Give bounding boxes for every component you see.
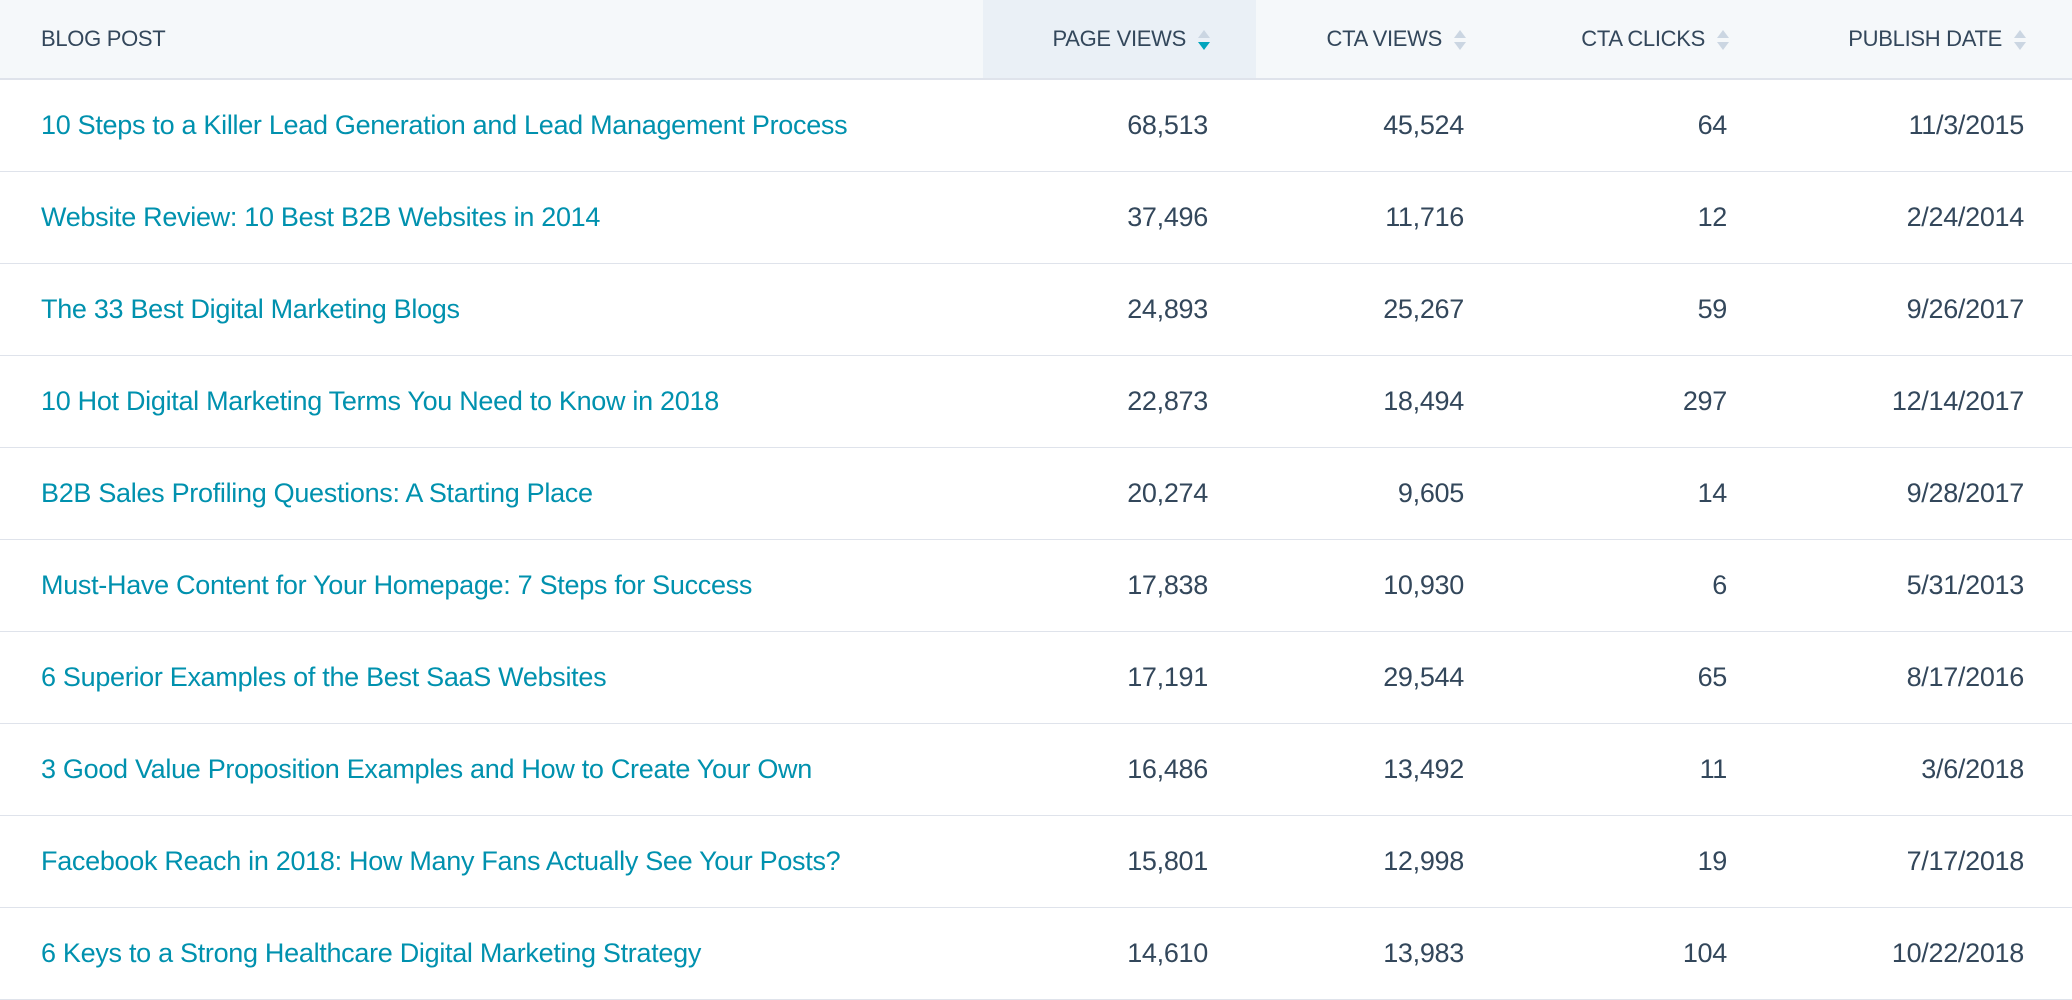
column-header-publish-date[interactable]: PUBLISH DATE: [1775, 0, 2072, 80]
cta-clicks-cell: 65: [1512, 631, 1775, 724]
cta-clicks-cell: 14: [1512, 447, 1775, 540]
blog-post-cell: 10 Hot Digital Marketing Terms You Need …: [0, 355, 983, 448]
cta-views-cell: 9,605: [1256, 447, 1512, 540]
table-row: Facebook Reach in 2018: How Many Fans Ac…: [0, 815, 2072, 908]
sort-ascending-icon: [2014, 29, 2026, 38]
publish-date-cell: 8/17/2016: [1775, 631, 2072, 724]
publish-date-cell: 10/22/2018: [1775, 907, 2072, 1000]
cta-clicks-cell: 12: [1512, 171, 1775, 264]
sort-icon[interactable]: [1454, 29, 1466, 50]
page-views-cell: 14,610: [983, 907, 1256, 1000]
table-row: 6 Superior Examples of the Best SaaS Web…: [0, 631, 2072, 724]
blog-post-cell: Facebook Reach in 2018: How Many Fans Ac…: [0, 815, 983, 908]
page-views-cell: 17,838: [983, 539, 1256, 632]
cta-views-cell: 45,524: [1256, 79, 1512, 172]
publish-date-cell: 2/24/2014: [1775, 171, 2072, 264]
blog-post-link[interactable]: 6 Superior Examples of the Best SaaS Web…: [41, 662, 607, 692]
cta-clicks-cell: 64: [1512, 79, 1775, 172]
page-views-cell: 15,801: [983, 815, 1256, 908]
table-row: Website Review: 10 Best B2B Websites in …: [0, 171, 2072, 264]
cta-views-cell: 13,492: [1256, 723, 1512, 816]
table-row: B2B Sales Profiling Questions: A Startin…: [0, 447, 2072, 540]
blog-post-cell: The 33 Best Digital Marketing Blogs: [0, 263, 983, 356]
column-header-page-views[interactable]: PAGE VIEWS: [983, 0, 1256, 80]
blog-post-cell: Must-Have Content for Your Homepage: 7 S…: [0, 539, 983, 632]
cta-views-cell: 11,716: [1256, 171, 1512, 264]
cta-clicks-cell: 19: [1512, 815, 1775, 908]
blog-post-link[interactable]: The 33 Best Digital Marketing Blogs: [41, 294, 460, 324]
cta-clicks-cell: 6: [1512, 539, 1775, 632]
cta-views-cell: 18,494: [1256, 355, 1512, 448]
page-views-cell: 17,191: [983, 631, 1256, 724]
sort-descending-icon: [1454, 41, 1466, 50]
sort-icon[interactable]: [1198, 29, 1210, 50]
publish-date-cell: 12/14/2017: [1775, 355, 2072, 448]
publish-date-cell: 9/26/2017: [1775, 263, 2072, 356]
table-row: 10 Hot Digital Marketing Terms You Need …: [0, 355, 2072, 448]
header-row: BLOG POST PAGE VIEWS CTA VIEWS CTA CLICK…: [0, 0, 2072, 80]
publish-date-cell: 9/28/2017: [1775, 447, 2072, 540]
blog-post-link[interactable]: 10 Hot Digital Marketing Terms You Need …: [41, 386, 719, 416]
blog-post-cell: 3 Good Value Proposition Examples and Ho…: [0, 723, 983, 816]
blog-post-cell: 6 Keys to a Strong Healthcare Digital Ma…: [0, 907, 983, 1000]
blog-post-link[interactable]: Must-Have Content for Your Homepage: 7 S…: [41, 570, 753, 600]
publish-date-cell: 3/6/2018: [1775, 723, 2072, 816]
page-views-cell: 37,496: [983, 171, 1256, 264]
column-header-blog-post: BLOG POST: [0, 0, 983, 80]
cta-views-cell: 12,998: [1256, 815, 1512, 908]
sort-icon[interactable]: [2014, 29, 2026, 50]
blog-post-cell: 10 Steps to a Killer Lead Generation and…: [0, 79, 983, 172]
sort-descending-icon: [1717, 41, 1729, 50]
page-views-cell: 68,513: [983, 79, 1256, 172]
blog-post-cell: Website Review: 10 Best B2B Websites in …: [0, 171, 983, 264]
column-header-cta-views[interactable]: CTA VIEWS: [1256, 0, 1512, 80]
blog-post-cell: B2B Sales Profiling Questions: A Startin…: [0, 447, 983, 540]
page-views-cell: 24,893: [983, 263, 1256, 356]
cta-clicks-cell: 59: [1512, 263, 1775, 356]
sort-icon[interactable]: [1717, 29, 1729, 50]
cta-views-cell: 29,544: [1256, 631, 1512, 724]
cta-views-cell: 10,930: [1256, 539, 1512, 632]
cta-clicks-cell: 11: [1512, 723, 1775, 816]
sort-ascending-icon: [1198, 29, 1210, 38]
sort-ascending-icon: [1717, 29, 1729, 38]
cta-clicks-cell: 104: [1512, 907, 1775, 1000]
blog-post-link[interactable]: Facebook Reach in 2018: How Many Fans Ac…: [41, 846, 841, 876]
cta-views-cell: 13,983: [1256, 907, 1512, 1000]
blog-post-link[interactable]: 3 Good Value Proposition Examples and Ho…: [41, 754, 812, 784]
column-header-cta-clicks[interactable]: CTA CLICKS: [1512, 0, 1775, 80]
table-row: 3 Good Value Proposition Examples and Ho…: [0, 723, 2072, 816]
sort-descending-icon: [2014, 41, 2026, 50]
blog-post-link[interactable]: 10 Steps to a Killer Lead Generation and…: [41, 110, 848, 140]
table-row: The 33 Best Digital Marketing Blogs 24,89…: [0, 263, 2072, 356]
page-views-cell: 16,486: [983, 723, 1256, 816]
table-row: 10 Steps to a Killer Lead Generation and…: [0, 79, 2072, 172]
table-row: Must-Have Content for Your Homepage: 7 S…: [0, 539, 2072, 632]
cta-views-cell: 25,267: [1256, 263, 1512, 356]
cta-clicks-cell: 297: [1512, 355, 1775, 448]
publish-date-cell: 11/3/2015: [1775, 79, 2072, 172]
sort-descending-active-icon: [1198, 41, 1210, 50]
publish-date-cell: 5/31/2013: [1775, 539, 2072, 632]
blog-post-link[interactable]: 6 Keys to a Strong Healthcare Digital Ma…: [41, 938, 702, 968]
page-views-cell: 22,873: [983, 355, 1256, 448]
page-views-cell: 20,274: [983, 447, 1256, 540]
table-row: 6 Keys to a Strong Healthcare Digital Ma…: [0, 907, 2072, 1000]
publish-date-cell: 7/17/2018: [1775, 815, 2072, 908]
blog-post-link[interactable]: B2B Sales Profiling Questions: A Startin…: [41, 478, 593, 508]
blog-post-cell: 6 Superior Examples of the Best SaaS Web…: [0, 631, 983, 724]
blog-post-link[interactable]: Website Review: 10 Best B2B Websites in …: [41, 202, 601, 232]
sort-ascending-icon: [1454, 29, 1466, 38]
